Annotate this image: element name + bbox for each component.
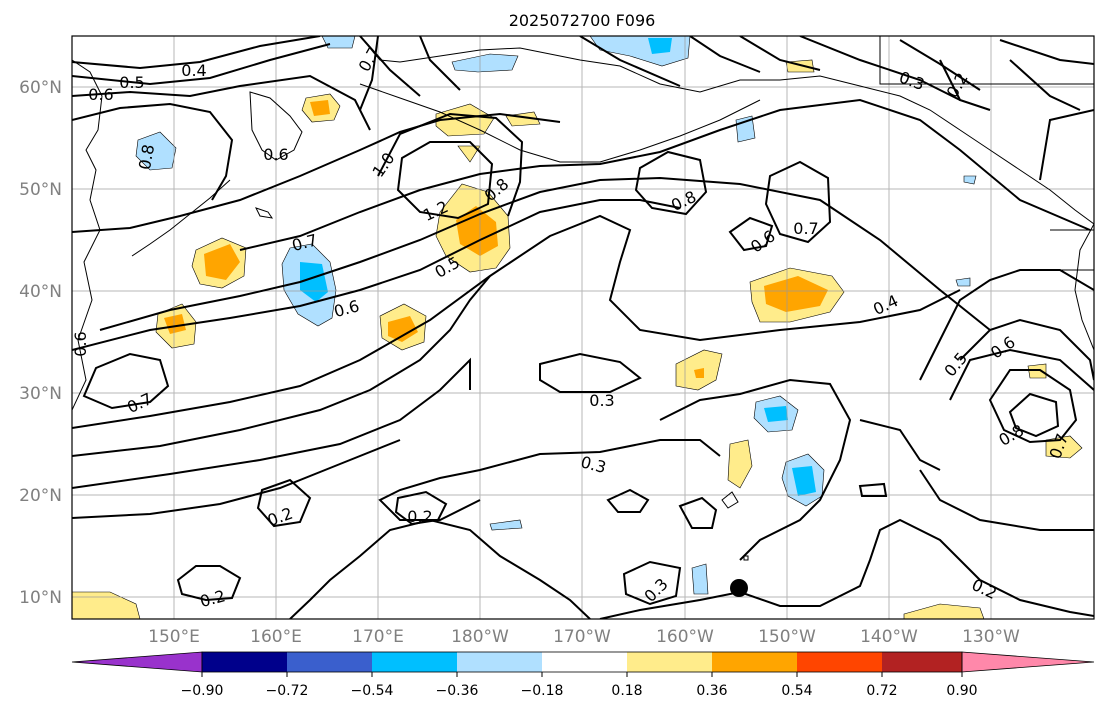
coastlines (72, 36, 1094, 561)
colorbar-segment (627, 652, 712, 672)
lat-label: 30°N (19, 384, 62, 404)
lat-label: 10°N (19, 588, 62, 608)
lat-label: 60°N (19, 78, 62, 98)
colorbar-frame (201, 651, 963, 673)
colorbar-segment (712, 652, 797, 672)
colorbar-tick-label: 0.72 (866, 683, 897, 699)
lat-label: 50°N (19, 180, 62, 200)
lon-label: 170°E (352, 627, 404, 647)
pacific-northwest-coastline (1074, 223, 1094, 351)
positive-anomaly-patch (72, 591, 141, 619)
colorbar-segment (202, 652, 287, 672)
asia-coastline (72, 59, 103, 411)
positive-anomaly-core (456, 206, 498, 256)
colorbar-extend-low (71, 651, 203, 673)
positive-anomaly-core (310, 100, 330, 116)
lat-label: 40°N (19, 282, 62, 302)
positive-anomaly-core (204, 244, 240, 280)
positive-anomaly-patch (457, 145, 481, 163)
colorbar: −0.90 −0.72 −0.54 −0.36 −0.18 0.18 0.36 … (71, 651, 1095, 699)
contour-label: 0.8 (135, 143, 158, 171)
colorbar-tick-label: −0.54 (351, 683, 394, 699)
contour-lines (72, 36, 1094, 619)
contour-label: 0.5 (119, 73, 144, 92)
negative-anomaly-patch (135, 131, 177, 171)
colorbar-tick-label: 0.54 (781, 683, 812, 699)
positive-anomaly-core (764, 276, 828, 312)
colorbar-segment (372, 652, 457, 672)
kuril-islands (131, 179, 231, 257)
colorbar-tick-label: 0.18 (611, 683, 642, 699)
negative-anomaly-patch (955, 277, 971, 287)
negative-anomaly-patch (691, 563, 709, 595)
canada-border (879, 36, 1094, 85)
shaded-anomalies (72, 36, 1083, 619)
lon-label: 160°W (656, 627, 714, 647)
aleutian-islands (359, 83, 761, 163)
colorbar-segment (457, 652, 542, 672)
positive-anomaly-patch (903, 603, 985, 619)
colorbar-segment (882, 652, 962, 672)
colorbar-segment (797, 652, 882, 672)
contour-label: 0.6 (88, 85, 113, 104)
lat-label: 20°N (19, 486, 62, 506)
colorbar-tick-label: −0.72 (266, 683, 309, 699)
figure-title: 2025072700 F096 (509, 11, 656, 30)
lon-label: 150°W (758, 627, 816, 647)
negative-anomaly-patch (963, 175, 977, 185)
contour-label: 0.2 (407, 507, 432, 526)
negative-anomaly-patch (451, 53, 519, 73)
colorbar-tick-label: 0.36 (696, 683, 727, 699)
negative-anomaly-patch (489, 519, 523, 531)
lon-label: 180°W (451, 627, 509, 647)
contour-label: 0.6 (71, 331, 90, 356)
colorbar-segment (542, 652, 627, 672)
alaska-coastline (359, 36, 1094, 225)
longitude-labels: 150°E 160°E 170°E 180°W 170°W 160°W 150°… (148, 627, 1020, 647)
lon-label: 150°E (148, 627, 200, 647)
negative-anomaly-core (648, 38, 672, 54)
positive-anomaly-core (694, 368, 704, 378)
colorbar-tick-label: −0.18 (521, 683, 564, 699)
colorbar-segment (287, 652, 372, 672)
latitude-labels: 60°N 50°N 40°N 30°N 20°N 10°N (19, 78, 62, 608)
lon-label: 130°W (962, 627, 1020, 647)
colorbar-extend-high (961, 651, 1095, 673)
contour-label: 0.7 (793, 219, 818, 238)
kamchatka-coastline (249, 91, 303, 161)
map-frame (71, 35, 1095, 620)
contour-label: 0.6 (263, 145, 288, 164)
negative-anomaly-core (300, 262, 328, 302)
contour-label: 0.3 (589, 391, 614, 410)
positive-anomaly-patch (1045, 435, 1083, 459)
negative-anomaly-patch (321, 36, 356, 49)
lon-label: 160°E (250, 627, 302, 647)
negative-anomaly-core (764, 406, 788, 422)
colorbar-ticks (201, 672, 963, 677)
negative-anomaly-core (792, 466, 816, 496)
lon-label: 140°W (860, 627, 918, 647)
hawaii-islands (721, 491, 749, 561)
map-panel (72, 36, 1094, 619)
positive-anomaly-patch (727, 439, 753, 489)
positive-anomaly-core (388, 316, 418, 342)
positive-anomaly-core (164, 314, 186, 334)
small-island (255, 207, 274, 219)
colorbar-tick-label: −0.90 (181, 683, 224, 699)
lon-label: 170°W (553, 627, 611, 647)
colorbar-tick-label: 0.90 (946, 683, 977, 699)
location-marker (730, 579, 748, 597)
contour-label: 0.4 (181, 61, 206, 80)
colorbar-tick-label: −0.36 (436, 683, 479, 699)
